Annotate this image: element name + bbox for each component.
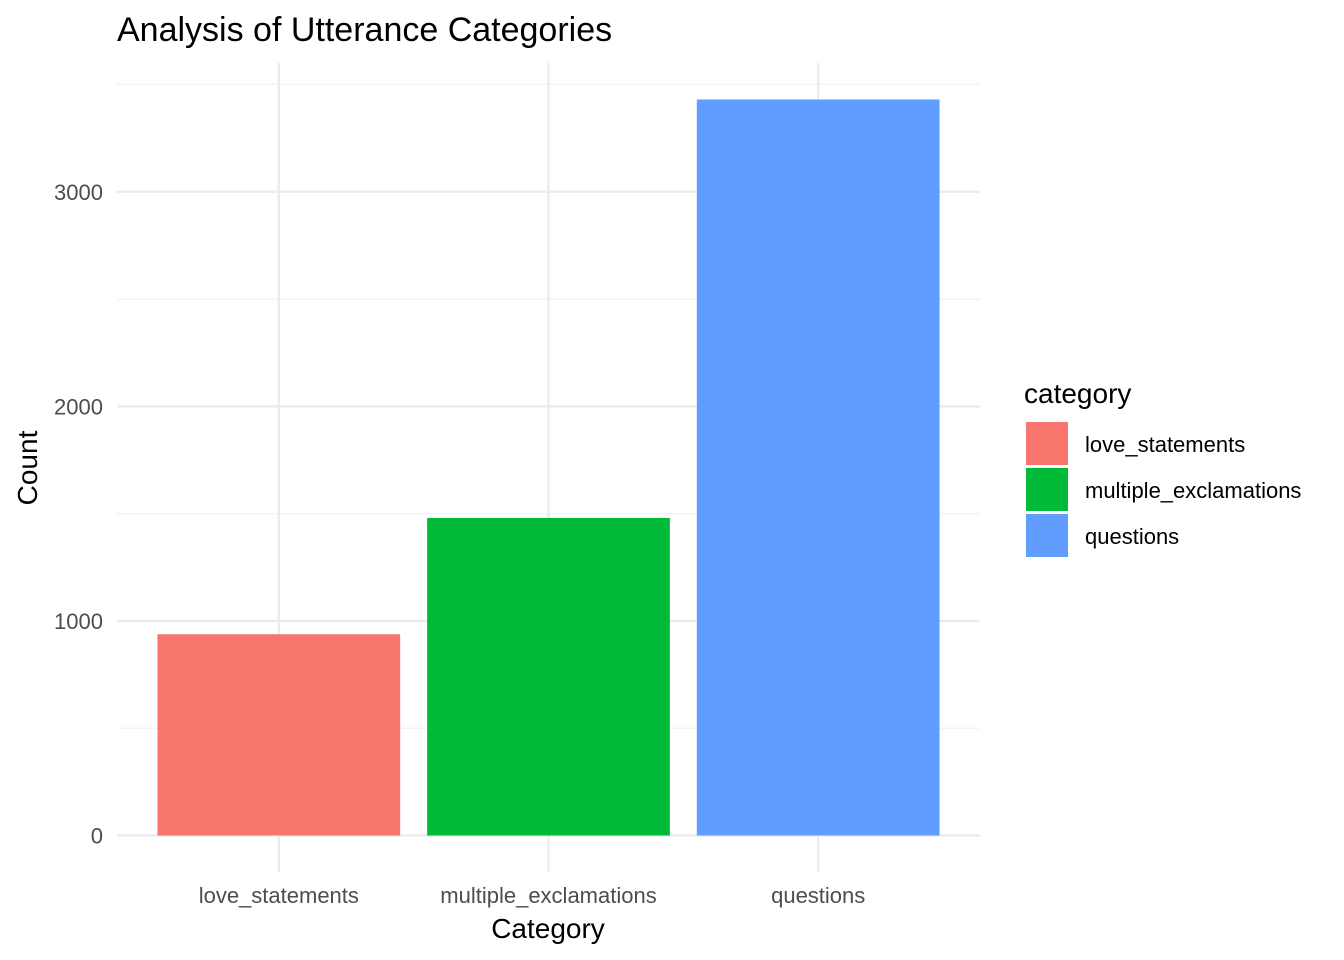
x-axis-title: Category: [491, 913, 605, 944]
bar-love_statements: [157, 634, 401, 836]
chart-title: Analysis of Utterance Categories: [117, 11, 612, 49]
y-axis-ticks: 0 1000 2000 3000: [54, 180, 103, 849]
legend-key-multiple_exclamations: [1026, 468, 1068, 511]
y-tick-label: 2000: [54, 394, 103, 419]
bars: [157, 99, 940, 836]
bar-questions: [696, 99, 940, 836]
legend-label-multiple_exclamations: multiple_exclamations: [1085, 478, 1301, 503]
x-tick-label: multiple_exclamations: [440, 883, 656, 908]
y-tick-label: 3000: [54, 180, 103, 205]
legend-label-love_statements: love_statements: [1085, 432, 1245, 457]
bar-multiple_exclamations: [427, 517, 670, 836]
x-axis-ticks: love_statements multiple_exclamations ques…: [199, 883, 866, 908]
legend-key-love_statements: [1026, 422, 1068, 465]
x-tick-label: questions: [771, 883, 865, 908]
y-axis-title: Count: [12, 430, 43, 505]
x-tick-label: love_statements: [199, 883, 359, 908]
legend-title: category: [1024, 378, 1131, 409]
legend: category love_statements multiple_exclama…: [1024, 378, 1301, 557]
y-tick-label: 0: [91, 824, 103, 849]
legend-key-questions: [1026, 514, 1068, 557]
y-tick-label: 1000: [54, 609, 103, 634]
legend-label-questions: questions: [1085, 524, 1179, 549]
